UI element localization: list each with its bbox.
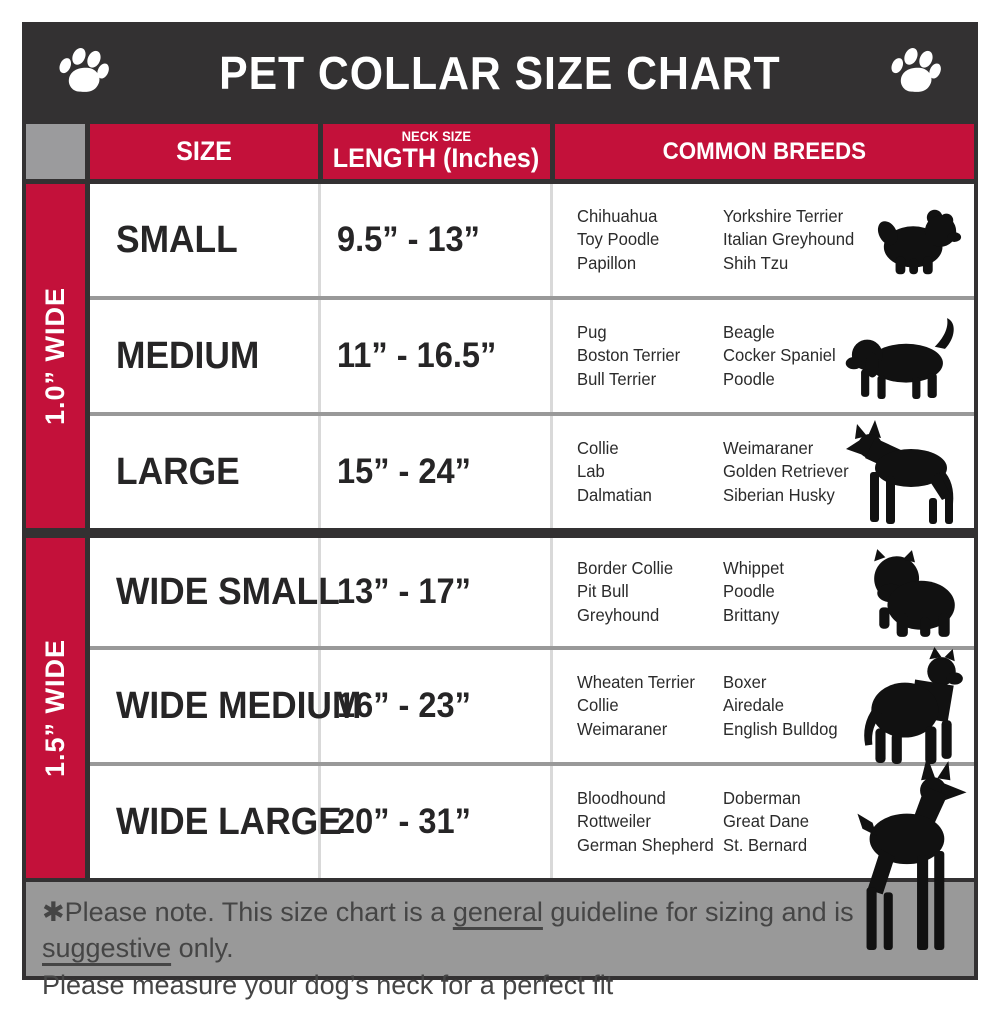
breed: Beagle xyxy=(723,322,775,343)
breed: Brittany xyxy=(723,604,780,625)
breeds-cell: Chihuahua Toy Poodle Papillon Yorkshire … xyxy=(550,184,974,296)
size-chart-board: PET COLLAR SIZE CHART SIZE NECK SIZE LEN… xyxy=(22,22,978,1000)
column-header-breeds: COMMON BREEDS xyxy=(550,124,974,184)
breed-list: Boxer Airedale English Bulldog xyxy=(723,671,891,740)
size-cell-medium: MEDIUM xyxy=(90,300,318,412)
breed: Boxer xyxy=(723,672,767,693)
breed: Golden Retriever xyxy=(723,461,849,482)
size-cell-small: SMALL xyxy=(90,184,318,296)
column-header-length: NECK SIZE LENGTH (Inches) xyxy=(318,124,550,184)
paw-icon xyxy=(891,48,941,92)
footer-divider xyxy=(26,878,974,882)
breed-list: Pug Boston Terrier Bull Terrier xyxy=(577,321,723,390)
neck-range-cell: 20” - 31” xyxy=(318,766,550,878)
breed: Pug xyxy=(577,322,607,343)
size-cell-wide-medium: WIDE MEDIUM xyxy=(90,650,361,762)
breed-list: Collie Lab Dalmatian xyxy=(577,437,723,506)
size-cell-large: LARGE xyxy=(90,416,318,528)
breeds-cell: Border Collie Pit Bull Greyhound Whippet… xyxy=(550,538,974,646)
breed: Papillon xyxy=(577,252,637,273)
breed: Bull Terrier xyxy=(577,368,657,389)
breed-list: Chihuahua Toy Poodle Papillon xyxy=(577,205,723,274)
breed: Weimaraner xyxy=(723,438,814,459)
row-divider xyxy=(90,762,974,766)
breed: German Shepherd xyxy=(577,834,714,855)
size-cell-wide-large: WIDE LARGE xyxy=(90,766,342,878)
breed: Whippet xyxy=(723,558,784,579)
breed-list: Wheaten Terrier Collie Weimaraner xyxy=(577,671,723,740)
section-divider xyxy=(26,528,974,538)
breeds-cell: Pug Boston Terrier Bull Terrier Beagle C… xyxy=(550,300,974,412)
breed: Rottweiler xyxy=(577,811,651,832)
section-label-1-inch-wide: 1.0” WIDE xyxy=(26,184,90,528)
breed: Airedale xyxy=(723,695,785,716)
size-chart-table: SIZE NECK SIZE LENGTH (Inches) COMMON BR… xyxy=(26,124,974,1000)
breed-list: Yorkshire Terrier Italian Greyhound Shih… xyxy=(723,205,891,274)
breed: Weimaraner xyxy=(577,718,668,739)
breed: Chihuahua xyxy=(577,206,658,227)
footnote-line-1: ✱Please note. This size chart is a gener… xyxy=(42,897,854,964)
breed: Doberman xyxy=(723,788,801,809)
breed: Lab xyxy=(577,461,605,482)
breeds-cell: Bloodhound Rottweiler German Shepherd Do… xyxy=(550,756,974,950)
breed: Siberian Husky xyxy=(723,484,835,505)
breed: English Bulldog xyxy=(723,718,838,739)
header-corner-cell xyxy=(26,124,90,184)
breed: Greyhound xyxy=(577,604,660,625)
breed: Shih Tzu xyxy=(723,252,789,273)
neck-range-cell: 9.5” - 13” xyxy=(318,184,550,296)
neck-range-cell: 15” - 24” xyxy=(318,416,550,528)
breed-list: Bloodhound Rottweiler German Shepherd xyxy=(577,787,723,856)
underlined-word: suggestive xyxy=(42,933,172,964)
breed: Collie xyxy=(577,438,619,459)
size-cell-wide-small: WIDE SMALL xyxy=(90,538,340,646)
column-header-size: SIZE xyxy=(90,124,318,184)
breed: Pit Bull xyxy=(577,581,629,602)
footnote: ✱Please note. This size chart is a gener… xyxy=(26,882,974,1000)
page-title: PET COLLAR SIZE CHART xyxy=(219,47,781,99)
doberman-silhouette-icon xyxy=(857,756,967,950)
neck-range-cell: 13” - 17” xyxy=(318,538,550,646)
breed-list: Whippet Poodle Brittany xyxy=(723,557,891,626)
breed: St. Bernard xyxy=(723,834,808,855)
asterisk: ✱ xyxy=(42,897,65,927)
pit-bull-silhouette-icon xyxy=(864,647,963,764)
paw-icon xyxy=(59,48,109,92)
breed-list: Doberman Great Dane St. Bernard xyxy=(723,787,891,856)
row-divider xyxy=(90,412,974,416)
underlined-word: general xyxy=(452,897,543,927)
breed-list: Border Collie Pit Bull Greyhound xyxy=(577,557,723,626)
breed-list: Beagle Cocker Spaniel Poodle xyxy=(723,321,891,390)
breed-list: Weimaraner Golden Retriever Siberian Hus… xyxy=(723,437,891,506)
footnote-line-2: Please measure your dog’s neck for a per… xyxy=(42,969,614,1000)
breed: Great Dane xyxy=(723,811,809,832)
breed: Bloodhound xyxy=(577,788,666,809)
breed: Toy Poodle xyxy=(577,229,660,250)
bulldog-silhouette-icon xyxy=(874,549,955,637)
row-divider xyxy=(90,646,974,650)
breed: Border Collie xyxy=(577,558,674,579)
title-bar: PET COLLAR SIZE CHART xyxy=(26,22,974,124)
breeds-cell: Wheaten Terrier Collie Weimaraner Boxer … xyxy=(550,647,974,764)
breed: Poodle xyxy=(723,581,775,602)
neck-size-label: NECK SIZE xyxy=(401,127,472,144)
neck-range-cell: 11” - 16.5” xyxy=(318,300,550,412)
breed: Collie xyxy=(577,695,619,716)
row-divider xyxy=(90,296,974,300)
breed: Yorkshire Terrier xyxy=(723,206,844,227)
breed: Boston Terrier xyxy=(577,345,681,366)
beagle-silhouette-icon xyxy=(845,318,954,399)
section-label-1-5-inch-wide: 1.5” WIDE xyxy=(26,538,90,878)
breed: Wheaten Terrier xyxy=(577,672,695,693)
length-inches-label: LENGTH (Inches) xyxy=(333,143,540,174)
breed: Dalmatian xyxy=(577,484,652,505)
breeds-cell: Collie Lab Dalmatian Weimaraner Golden R… xyxy=(550,416,974,528)
breed: Cocker Spaniel xyxy=(723,345,836,366)
neck-range-cell: 16” - 23” xyxy=(318,650,550,762)
breed: Italian Greyhound xyxy=(723,229,855,250)
shih-tzu-silhouette-icon xyxy=(877,209,962,275)
breed: Poodle xyxy=(723,368,775,389)
german-shepherd-silhouette-icon xyxy=(846,420,954,524)
